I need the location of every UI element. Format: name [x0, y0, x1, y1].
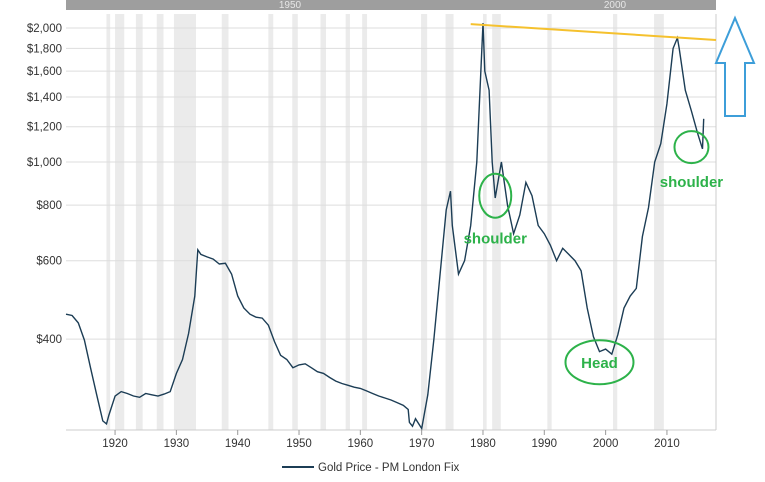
- y-axis: $2,000 $1,800 $1,600 $1,400 $1,200 $1,000 $800…: [27, 23, 62, 346]
- x-tick-label: 1930: [164, 438, 190, 450]
- annotation-circle: [564, 339, 635, 386]
- shaded-period: [320, 14, 326, 430]
- annotation-label: Head: [581, 355, 618, 372]
- shaded-period: [156, 14, 164, 430]
- annotation-label: shoulder: [660, 174, 724, 191]
- x-tick-label: 2000: [593, 438, 619, 450]
- shaded-period: [654, 14, 664, 430]
- x-tick-label: 2010: [654, 438, 680, 450]
- shaded-period: [135, 14, 143, 430]
- y-tick-label: $1,400: [27, 92, 62, 104]
- y-tick-label: $600: [36, 256, 62, 268]
- y-tick-label: $2,000: [27, 23, 62, 35]
- y-tick-label: $1,600: [27, 66, 62, 78]
- x-axis: 1920 1930 1940 1950 1960 1970 1980 1990 2000 2010: [66, 14, 717, 450]
- x-tick-label: 1990: [532, 438, 558, 450]
- shaded-period: [362, 14, 368, 430]
- shaded-period: [173, 14, 196, 430]
- x-tick-label: 1970: [409, 438, 435, 450]
- x-tick-label: 1980: [470, 438, 496, 450]
- pattern-annotations: shoulder Head shoulder: [464, 130, 724, 386]
- series-line-gold-price: [65, 23, 705, 431]
- annotation-label: shoulder: [464, 231, 528, 248]
- shaded-period: [106, 14, 111, 430]
- shaded-period: [492, 14, 501, 430]
- shaded-period: [612, 14, 618, 430]
- shaded-period: [421, 14, 428, 430]
- y-tick-label: $1,800: [27, 43, 62, 55]
- resistance-trendline: [470, 23, 717, 41]
- x-tick-label: 1940: [225, 438, 251, 450]
- legend-label: Gold Price - PM London Fix: [318, 462, 460, 474]
- y-tick-label: $1,200: [27, 122, 62, 134]
- y-tick-label: $1,000: [27, 157, 62, 169]
- annotation-circle: [478, 172, 513, 219]
- shaded-period: [547, 14, 552, 430]
- x-tick-label: 1960: [348, 438, 374, 450]
- shaded-period: [115, 14, 125, 430]
- x-tick-label: 1950: [286, 438, 312, 450]
- x-tick-label: 1920: [102, 438, 128, 450]
- navigator-bar[interactable]: 1950 2000: [66, 0, 716, 11]
- shaded-period: [445, 14, 454, 430]
- shaded-period: [292, 14, 298, 430]
- gridlines: [66, 27, 716, 340]
- y-tick-label: $800: [36, 200, 62, 212]
- shaded-period: [268, 14, 274, 430]
- navigator-label-1950: 1950: [279, 0, 302, 11]
- shaded-period: [345, 14, 350, 430]
- annotation-circle: [673, 130, 710, 165]
- up-arrow: [714, 15, 756, 117]
- shaded-period: [482, 14, 487, 430]
- shaded-period: [221, 14, 229, 430]
- navigator-label-2000: 2000: [604, 0, 627, 11]
- y-tick-label: $400: [36, 334, 62, 346]
- legend: Gold Price - PM London Fix: [282, 462, 460, 474]
